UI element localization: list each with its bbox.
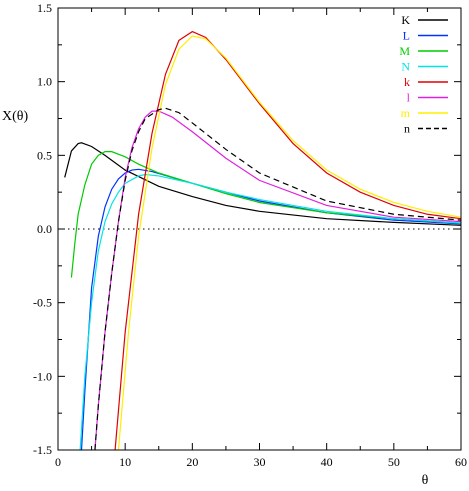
x-tick-label: 20 <box>186 455 198 469</box>
series-line-L <box>80 168 461 450</box>
legend-label-L: L <box>403 29 410 43</box>
series-line-n <box>94 107 461 450</box>
legend-label-m: m <box>401 106 411 120</box>
series-line-N <box>79 173 461 450</box>
y-tick-label: -1.5 <box>33 443 52 457</box>
legend-label-K: K <box>401 13 410 27</box>
legend-label-k: k <box>404 75 410 89</box>
x-tick-label: 40 <box>321 455 333 469</box>
series-line-m <box>117 35 461 450</box>
y-tick-label: 0.0 <box>37 222 52 236</box>
x-tick-label: 60 <box>455 455 467 469</box>
x-tick-label: 30 <box>254 455 266 469</box>
legend-label-n: n <box>404 122 410 136</box>
series-line-l <box>94 110 461 450</box>
legend-label-l: l <box>407 91 411 105</box>
x-tick-label: 0 <box>55 455 61 469</box>
series-line-K <box>64 142 461 226</box>
legend-label-N: N <box>401 60 410 74</box>
y-tick-label: 1.5 <box>37 1 52 15</box>
y-tick-label: 1.0 <box>37 75 52 89</box>
y-tick-label: 0.5 <box>37 148 52 162</box>
x-tick-label: 50 <box>388 455 400 469</box>
series-line-M <box>70 151 461 278</box>
x-axis-title: θ <box>422 473 429 488</box>
plot-area <box>58 30 461 450</box>
y-axis-title: X(θ) <box>2 109 28 124</box>
y-tick-label: -1.0 <box>33 369 52 383</box>
y-tick-label: -0.5 <box>33 296 52 310</box>
x-tick-label: 10 <box>119 455 131 469</box>
legend-label-M: M <box>399 44 410 58</box>
